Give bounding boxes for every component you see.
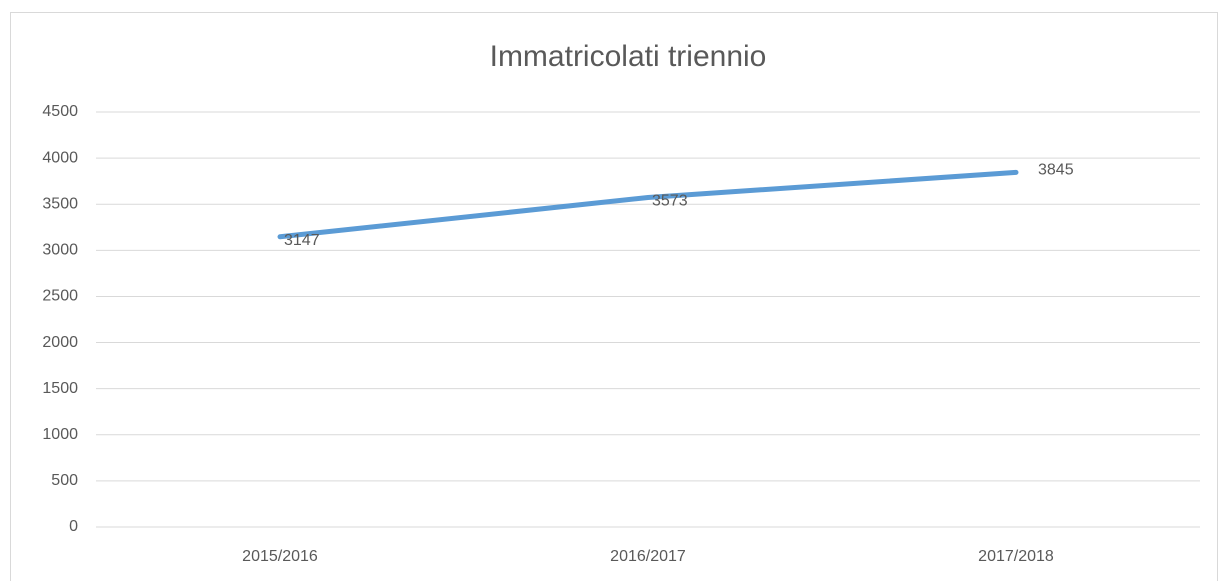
chart-title: Immatricolati triennio — [490, 40, 767, 73]
y-tick-label: 4000 — [42, 149, 78, 166]
x-tick-label: 2017/2018 — [978, 548, 1054, 565]
y-tick-label: 0 — [69, 518, 78, 535]
data-label: 3845 — [1038, 162, 1074, 179]
y-tick-label: 3500 — [42, 195, 78, 212]
y-tick-label: 2500 — [42, 288, 78, 305]
y-tick-label: 4500 — [42, 103, 78, 120]
y-tick-label: 3000 — [42, 242, 78, 259]
y-tick-label: 1500 — [42, 380, 78, 397]
line-series — [277, 169, 1019, 240]
x-tick-label: 2015/2016 — [242, 548, 318, 565]
x-tick-label: 2016/2017 — [610, 548, 686, 565]
y-tick-label: 500 — [51, 472, 78, 489]
y-tick-label: 2000 — [42, 334, 78, 351]
data-label: 3573 — [652, 193, 688, 210]
data-label: 3147 — [284, 232, 320, 249]
y-tick-label: 1000 — [42, 426, 78, 443]
